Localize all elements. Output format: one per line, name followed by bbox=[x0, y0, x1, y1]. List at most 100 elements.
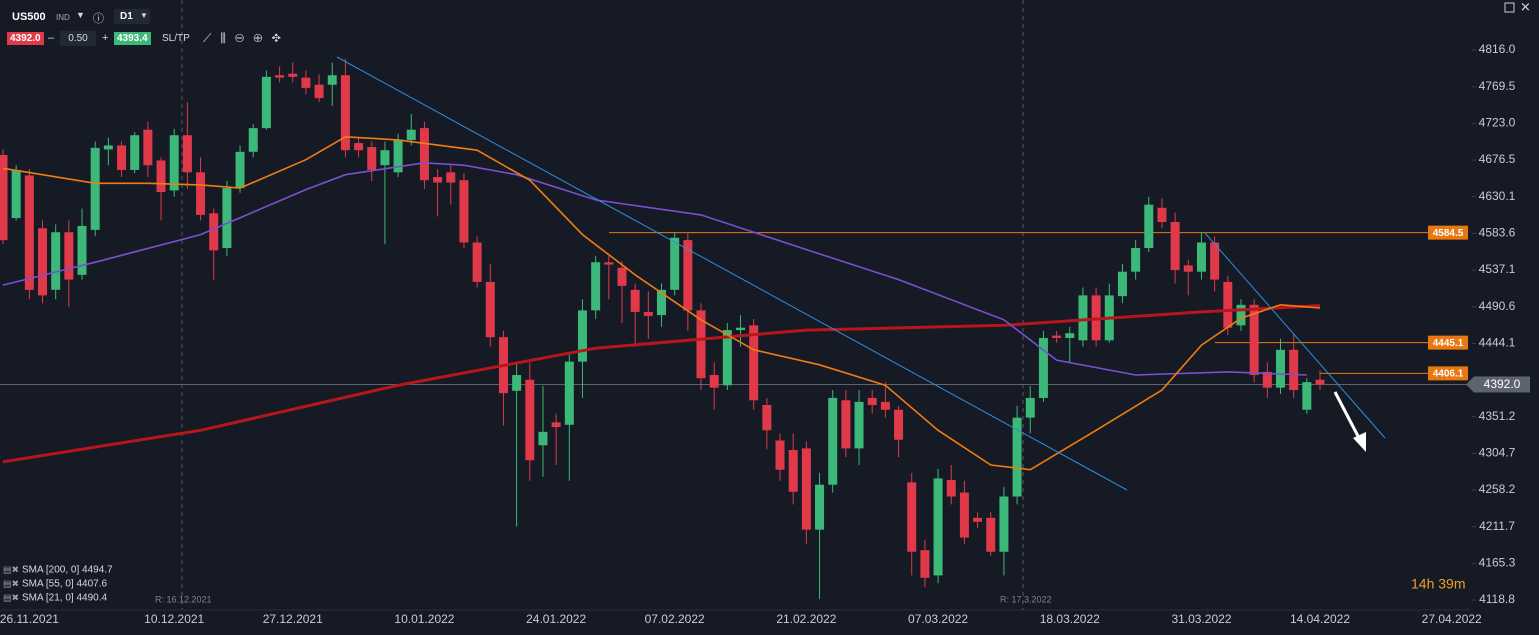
close-button[interactable]: ✕ bbox=[1520, 0, 1531, 14]
sma-line bbox=[2, 304, 1321, 464]
candle-body bbox=[472, 242, 482, 282]
countdown: 14h 39m bbox=[1411, 576, 1465, 592]
level-label: 4584.5 bbox=[1433, 228, 1464, 239]
candle-body bbox=[907, 482, 917, 552]
candle-body bbox=[1131, 248, 1141, 272]
x-tick-label: 10.01.2022 bbox=[394, 612, 454, 626]
candle-body bbox=[973, 517, 983, 522]
candle-body bbox=[630, 289, 640, 312]
candle-body bbox=[38, 228, 48, 296]
candle-body bbox=[288, 73, 298, 77]
candle-body bbox=[736, 327, 746, 331]
candle-body bbox=[959, 492, 969, 538]
candle-body bbox=[446, 172, 456, 183]
candle-body bbox=[24, 175, 34, 290]
timeframe-select[interactable]: D1 ▼ bbox=[114, 9, 150, 24]
spread[interactable]: 0.50 bbox=[60, 31, 96, 46]
candle-body bbox=[1183, 265, 1193, 272]
y-tick-label: 4769.5 bbox=[1479, 79, 1516, 93]
y-tick-label: 4351.2 bbox=[1479, 409, 1516, 423]
candle-body bbox=[209, 213, 219, 251]
candle-body bbox=[169, 135, 179, 191]
info-icon[interactable]: ⓘ bbox=[93, 13, 104, 25]
y-tick-label: 4676.5 bbox=[1479, 152, 1516, 166]
candle-body bbox=[722, 330, 732, 386]
candle-body bbox=[986, 517, 996, 552]
candle-body bbox=[1065, 333, 1075, 338]
arrow-head bbox=[1353, 432, 1366, 452]
candle-body bbox=[433, 177, 443, 183]
plus-button[interactable]: + bbox=[102, 32, 109, 44]
candle-body bbox=[419, 128, 429, 181]
y-tick-label: 4211.7 bbox=[1479, 519, 1515, 533]
level-label-box bbox=[1428, 225, 1468, 240]
candle-body bbox=[261, 76, 271, 129]
bid-button[interactable]: 4392.0 bbox=[7, 32, 44, 45]
candle-body bbox=[327, 75, 337, 85]
ask-button[interactable]: 4393.4 bbox=[114, 32, 151, 45]
candle-body bbox=[182, 135, 192, 173]
candle-body bbox=[1236, 304, 1246, 326]
legend-entry: SMA [200, 0] 4494.7 bbox=[22, 565, 113, 576]
candle-body bbox=[946, 479, 956, 497]
candle-body bbox=[709, 375, 719, 388]
candle-body bbox=[841, 400, 851, 449]
marks bbox=[0, 58, 1470, 600]
symbol[interactable]: US500 bbox=[12, 11, 46, 23]
level-label: 4445.1 bbox=[1433, 338, 1464, 349]
candle-body bbox=[854, 401, 864, 449]
level-label: 4406.1 bbox=[1433, 369, 1464, 380]
candle-body bbox=[103, 145, 113, 150]
candle-body bbox=[117, 145, 127, 170]
candle-body bbox=[1210, 242, 1220, 280]
x-tick-label: 07.02.2022 bbox=[645, 612, 705, 626]
candle-body bbox=[1262, 371, 1272, 388]
candle-body bbox=[696, 310, 706, 379]
marker-label: R: 16.12.2021 bbox=[155, 594, 212, 604]
x-tick-label: 24.01.2022 bbox=[526, 612, 586, 626]
sma-line bbox=[2, 161, 1307, 376]
y-tick-label: 4583.6 bbox=[1479, 226, 1516, 240]
minus-button[interactable]: – bbox=[48, 32, 55, 44]
candle-body bbox=[0, 154, 8, 241]
trend-line bbox=[1204, 232, 1386, 439]
candle-body bbox=[577, 310, 587, 362]
sma-line bbox=[2, 135, 1321, 471]
timeframe: D1 bbox=[120, 11, 133, 22]
maximize-button[interactable] bbox=[1504, 2, 1515, 13]
x-tick-label: 18.03.2022 bbox=[1040, 612, 1100, 626]
candle-body bbox=[235, 151, 245, 189]
candle-body bbox=[1157, 207, 1167, 222]
candle-body bbox=[1275, 349, 1285, 388]
candle-body bbox=[1012, 417, 1022, 497]
candle-body bbox=[670, 237, 680, 290]
y-tick-label: 4165.3 bbox=[1479, 556, 1516, 570]
candle-body bbox=[459, 180, 469, 243]
arrow-shaft bbox=[1333, 391, 1362, 441]
candle-body bbox=[1223, 281, 1233, 328]
marker-label: R: 17.3.2022 bbox=[1000, 594, 1052, 604]
candle-body bbox=[367, 147, 377, 170]
candle-body bbox=[64, 232, 74, 280]
candle-body bbox=[1302, 382, 1312, 410]
candle-body bbox=[143, 129, 153, 166]
y-tick-label: 4258.2 bbox=[1479, 482, 1516, 496]
candle-body bbox=[380, 150, 390, 166]
y-tick-label: 4723.0 bbox=[1479, 116, 1516, 130]
candle-body bbox=[564, 361, 574, 425]
x-tick-label: 26.11.2021 bbox=[0, 612, 59, 626]
y-tick-label: 4118.8 bbox=[1479, 592, 1515, 606]
candle-body bbox=[340, 75, 350, 151]
candle-body bbox=[512, 375, 522, 391]
candle-body bbox=[933, 478, 943, 576]
candle-body bbox=[604, 262, 614, 265]
tool-icons[interactable]: ⟋⫼⊖⊕✥ bbox=[203, 31, 290, 45]
x-tick-label: 27.04.2022 bbox=[1422, 612, 1482, 626]
legend-icon: ▤✖ bbox=[3, 564, 19, 574]
candle-body bbox=[314, 84, 324, 99]
legend-entry: SMA [21, 0] 4490.4 bbox=[22, 593, 107, 604]
sltp-button[interactable]: SL/TP bbox=[162, 33, 190, 44]
symbol-dropdown[interactable]: ▼ bbox=[76, 10, 85, 20]
